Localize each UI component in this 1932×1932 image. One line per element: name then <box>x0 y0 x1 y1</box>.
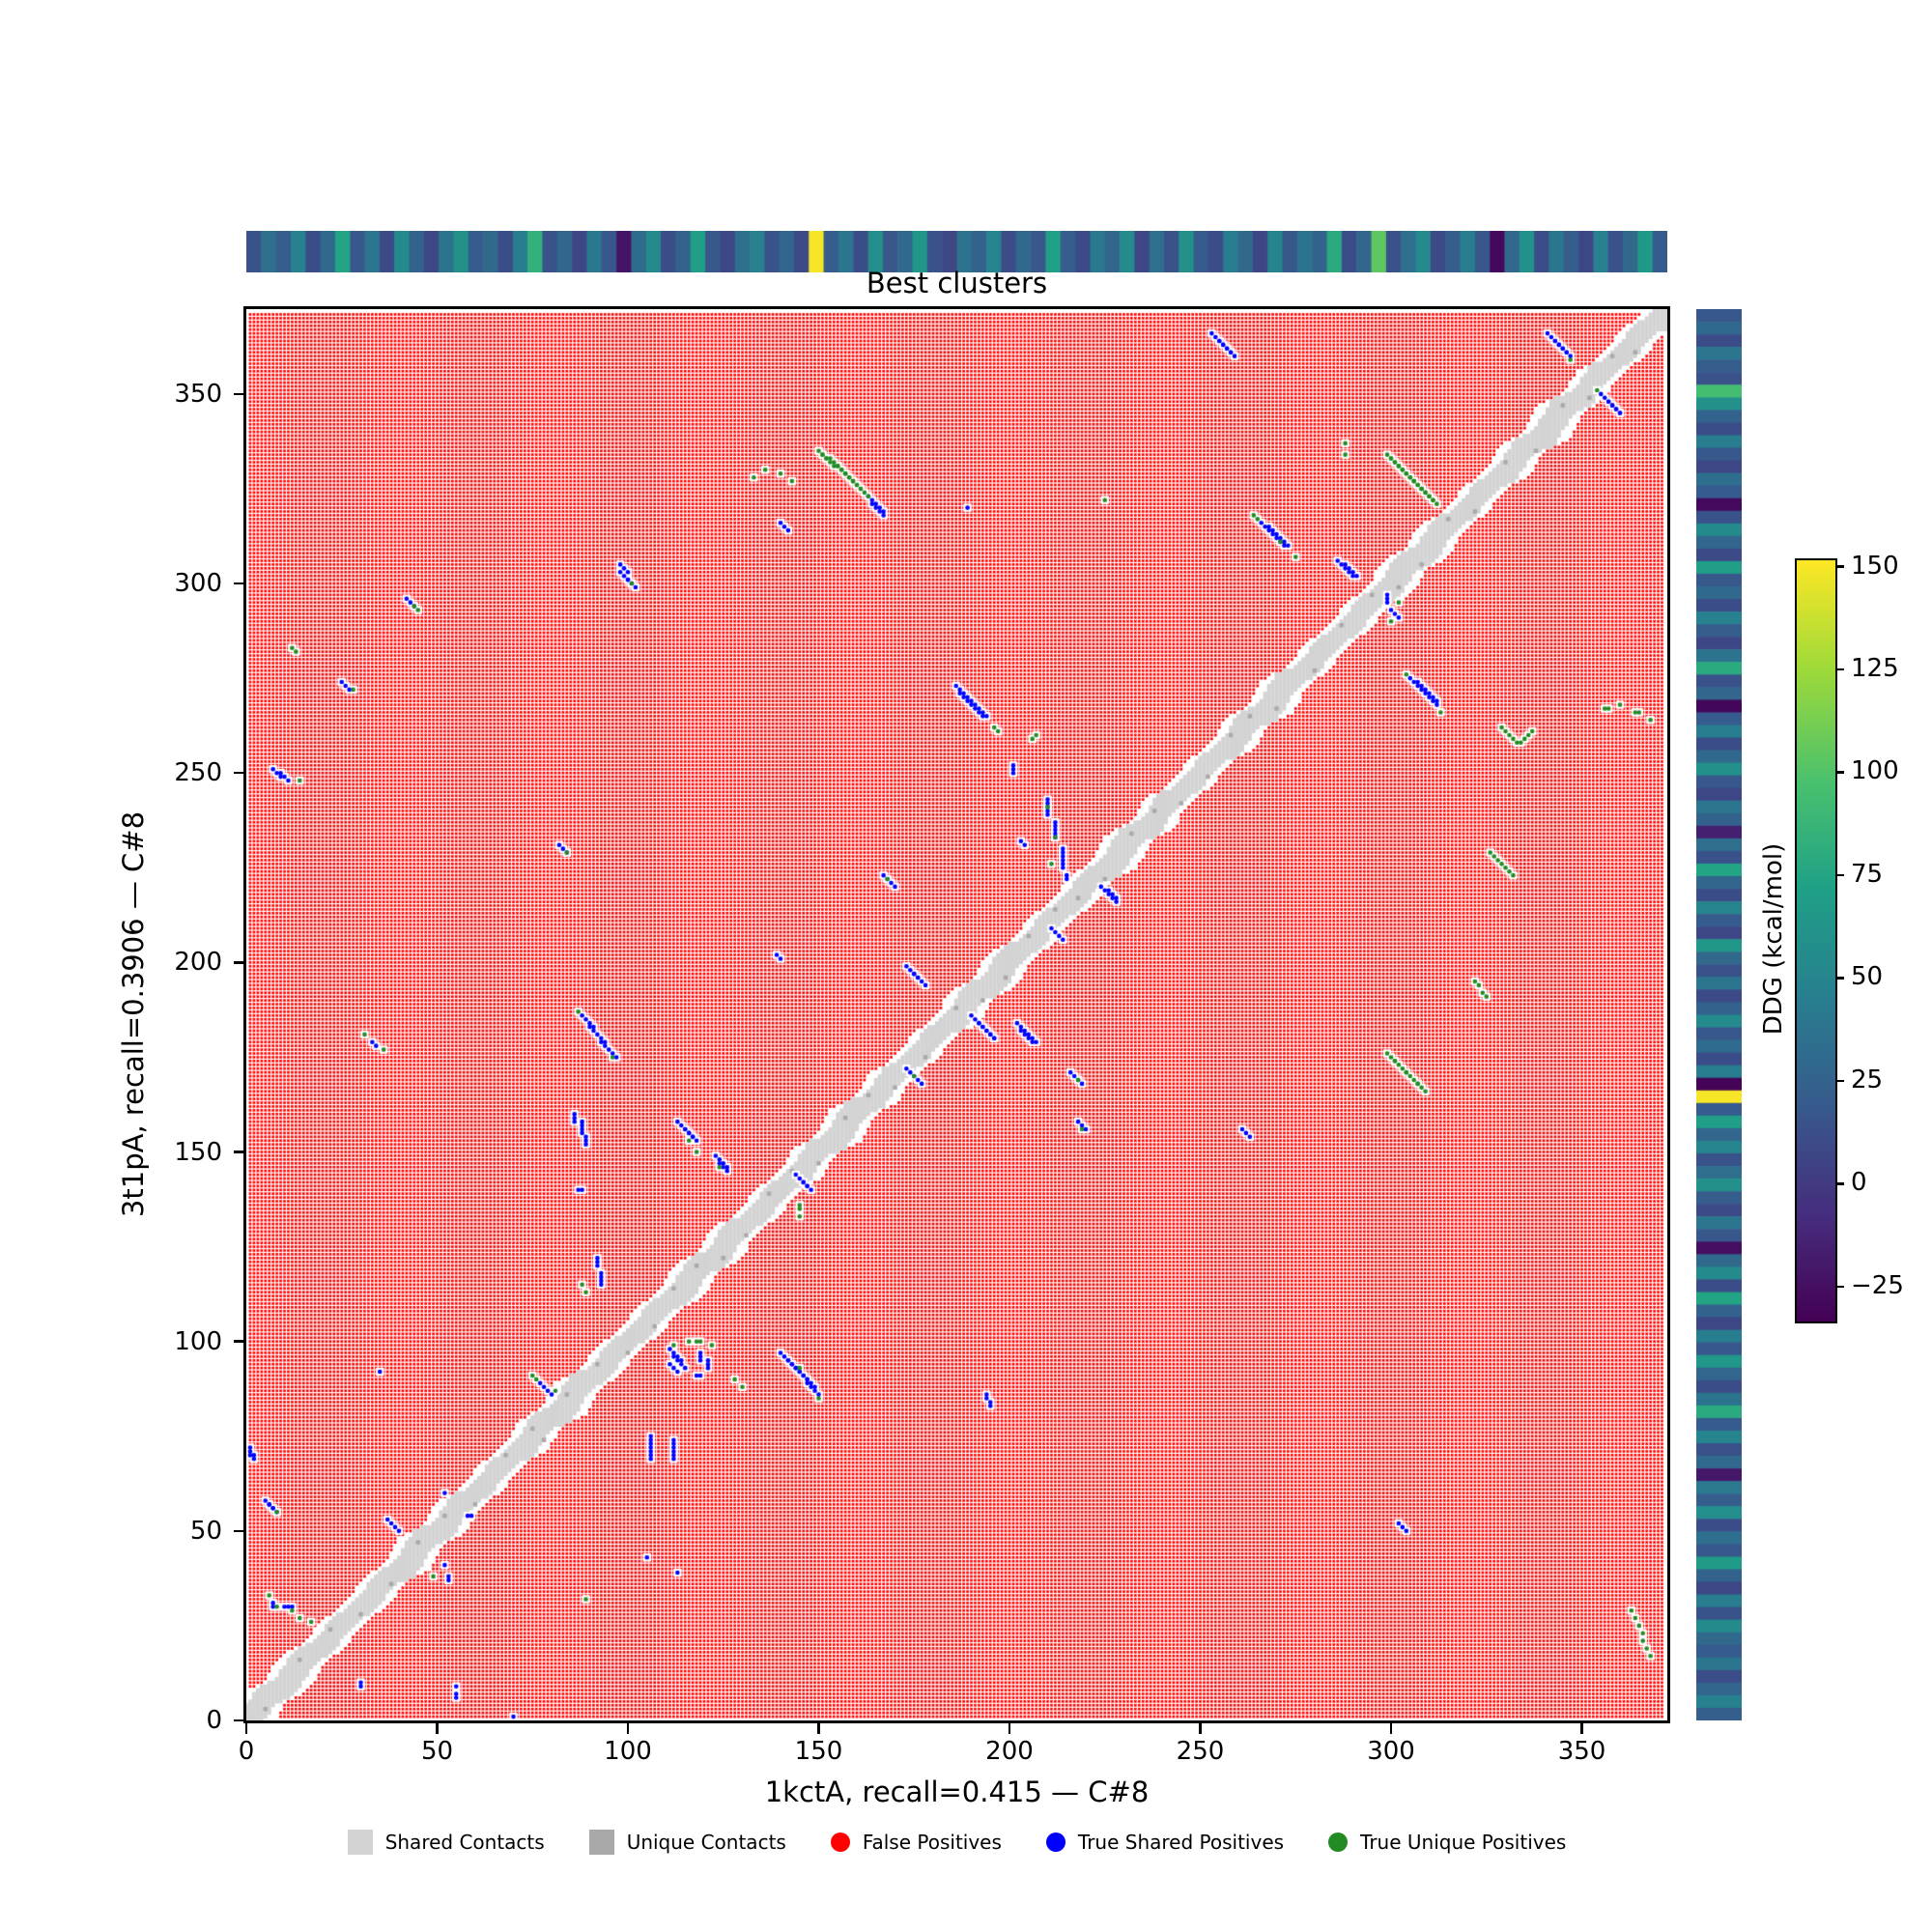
x-tick-mark <box>626 1723 630 1734</box>
plot-axes-frame <box>243 306 1670 1723</box>
colorbar-tick-mark <box>1835 873 1844 877</box>
y-tick-label: 300 <box>174 569 222 599</box>
y-tick-mark <box>234 1719 244 1722</box>
legend-item-shared-contacts: Shared Contacts <box>347 1830 545 1855</box>
y-tick-mark <box>234 1529 244 1533</box>
y-tick-mark <box>234 1151 244 1153</box>
legend-item-true-shared-positives: True Shared Positives <box>1045 1831 1285 1854</box>
colorbar-tick-label: 125 <box>1851 654 1899 683</box>
y-tick-label: 100 <box>174 1326 222 1356</box>
colorbar-tick-label: 0 <box>1851 1168 1867 1198</box>
colorbar-tick-mark <box>1835 771 1844 774</box>
x-tick-mark <box>1389 1723 1393 1734</box>
x-tick-label: 150 <box>794 1737 843 1766</box>
legend-dot-icon <box>1045 1833 1065 1852</box>
colorbar-tick-mark <box>1835 565 1844 568</box>
x-tick-mark <box>244 1723 248 1734</box>
x-tick-label: 200 <box>985 1737 1034 1766</box>
colorbar-label: DDG (kcal/mol) <box>1759 842 1788 1036</box>
x-tick-label: 300 <box>1367 1737 1415 1766</box>
y-tick-label: 150 <box>174 1137 222 1167</box>
y-axis-label: 3t1pA, recall=0.3906 — C#8 <box>117 810 150 1218</box>
y-tick-label: 0 <box>206 1706 222 1735</box>
y-tick-mark <box>234 961 244 964</box>
x-axis-label: 1kctA, recall=0.415 — C#8 <box>764 1776 1150 1808</box>
legend-label: Unique Contacts <box>626 1831 786 1854</box>
colorbar-tick-mark <box>1835 1285 1844 1289</box>
legend-dot-icon <box>830 1833 850 1852</box>
legend-swatch-icon <box>347 1830 373 1855</box>
x-tick-mark <box>1199 1723 1202 1734</box>
legend-item-true-unique-positives: True Unique Positives <box>1328 1831 1566 1854</box>
legend-label: Shared Contacts <box>384 1831 545 1854</box>
colorbar-tick-mark <box>1835 1182 1844 1185</box>
legend-label: True Shared Positives <box>1077 1831 1285 1854</box>
x-tick-mark <box>436 1723 439 1734</box>
colorbar-tick-mark <box>1835 668 1844 671</box>
plot-title: Best clusters <box>866 267 1048 299</box>
legend-label: False Positives <box>862 1831 1002 1854</box>
colorbar <box>1795 558 1837 1323</box>
x-tick-label: 100 <box>604 1737 652 1766</box>
legend-swatch-icon <box>588 1830 614 1855</box>
y-tick-label: 50 <box>189 1516 222 1546</box>
y-tick-mark <box>234 771 244 775</box>
x-tick-label: 0 <box>238 1737 255 1766</box>
colorbar-tick-mark <box>1835 1079 1844 1083</box>
top-ddg-cluster-strip <box>246 231 1667 272</box>
y-tick-label: 350 <box>174 379 222 409</box>
y-tick-mark <box>234 582 244 585</box>
x-tick-label: 250 <box>1176 1737 1225 1766</box>
colorbar-tick-label: 50 <box>1851 962 1884 992</box>
colorbar-tick-label: 100 <box>1851 756 1899 786</box>
y-tick-label: 200 <box>174 948 222 978</box>
y-tick-mark <box>234 392 244 396</box>
x-tick-label: 50 <box>420 1737 454 1766</box>
x-tick-mark <box>817 1723 820 1734</box>
colorbar-tick-label: 150 <box>1851 551 1899 581</box>
legend-item-unique-contacts: Unique Contacts <box>588 1830 786 1855</box>
colorbar-tick-label: 75 <box>1851 859 1884 889</box>
x-tick-mark <box>1008 1723 1011 1734</box>
legend-dot-icon <box>1328 1833 1349 1852</box>
legend-item-false-positives: False Positives <box>830 1831 1002 1854</box>
x-tick-mark <box>1580 1723 1583 1734</box>
y-tick-mark <box>234 1340 244 1343</box>
legend-label: True Unique Positives <box>1360 1831 1567 1854</box>
colorbar-tick-label: −25 <box>1851 1270 1904 1300</box>
contact-map-canvas <box>246 309 1667 1720</box>
right-ddg-strip <box>1696 309 1742 1720</box>
colorbar-tick-label: 25 <box>1851 1065 1884 1094</box>
x-tick-label: 350 <box>1557 1737 1606 1766</box>
colorbar-tick-mark <box>1835 977 1844 980</box>
legend: Shared Contacts Unique Contacts False Posi… <box>246 1827 1667 1858</box>
y-tick-label: 250 <box>174 758 222 788</box>
